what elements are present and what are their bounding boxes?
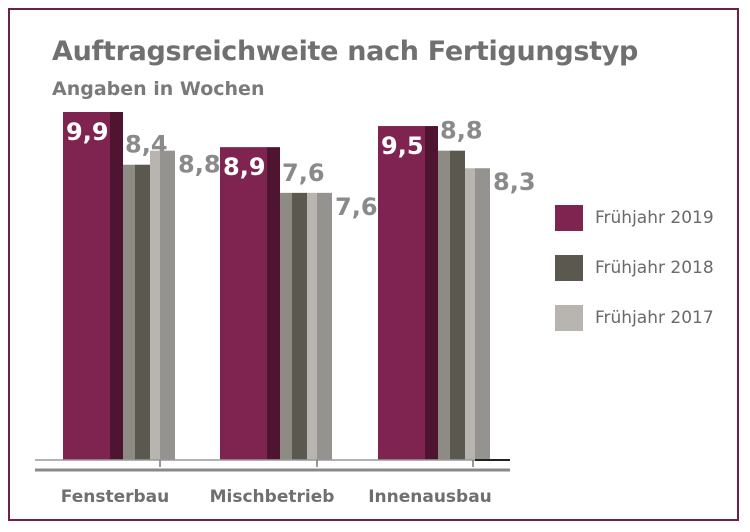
data-label: 9,9: [66, 118, 109, 146]
data-label: 8,3: [493, 168, 536, 196]
bar-innenausbau-0: [425, 126, 438, 460]
data-label: 7,6: [335, 193, 378, 221]
legend-item-2017: Frühjahr 2017: [555, 305, 714, 331]
bar-fensterbau-1: [123, 164, 135, 460]
x-tick-label: Innenausbau: [368, 487, 492, 507]
legend-item-2018: Frühjahr 2018: [555, 255, 714, 281]
legend-label: Frühjahr 2019: [595, 208, 714, 228]
bar-mischbetrieb-0: [220, 147, 267, 460]
bar-innenausbau-1: [450, 150, 465, 460]
bar-mischbetrieb-1: [292, 192, 307, 460]
legend-label: Frühjahr 2017: [595, 308, 714, 328]
bar-innenausbau-2: [465, 168, 475, 460]
bar-mischbetrieb-1: [280, 192, 292, 460]
legend-swatch: [555, 255, 583, 281]
bar-mischbetrieb-0: [267, 147, 280, 460]
bar-mischbetrieb-2: [317, 192, 332, 460]
bar-innenausbau-1: [438, 150, 450, 460]
bar-innenausbau-2: [475, 168, 490, 460]
bar-fensterbau-2: [160, 150, 175, 460]
data-label: 8,9: [223, 153, 266, 181]
legend-swatch: [555, 205, 583, 231]
data-label: 7,6: [282, 159, 325, 187]
legend-swatch: [555, 305, 583, 331]
legend-label: Frühjahr 2018: [595, 258, 714, 278]
bar-fensterbau-0: [110, 112, 123, 460]
chart-frame: [8, 8, 739, 521]
chart-title: Auftragsreichweite nach Fertigungstyp: [52, 36, 639, 67]
bar-fensterbau-0: [63, 112, 110, 460]
bar-fensterbau-2: [150, 150, 160, 460]
bar-innenausbau-0: [378, 126, 425, 460]
legend-item-2019: Frühjahr 2019: [555, 205, 714, 231]
data-label: 9,5: [381, 132, 424, 160]
chart-subtitle: Angaben in Wochen: [52, 78, 265, 100]
data-label: 8,8: [440, 117, 483, 145]
bar-mischbetrieb-2: [307, 192, 317, 460]
x-tick-label: Mischbetrieb: [210, 487, 335, 507]
data-label: 8,8: [178, 151, 221, 179]
x-tick-label: Fensterbau: [61, 487, 169, 507]
bar-fensterbau-1: [135, 164, 150, 460]
